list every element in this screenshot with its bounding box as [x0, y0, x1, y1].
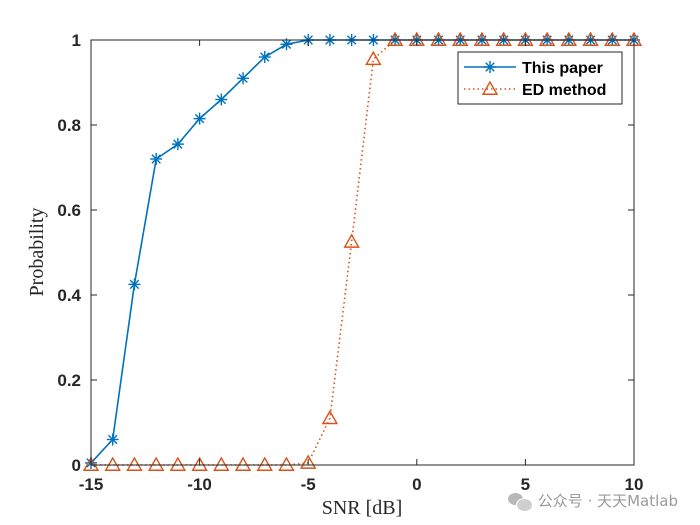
x-axis-title: SNR [dB]	[322, 497, 403, 519]
data-point-ed-method	[278, 456, 295, 471]
wechat-icon	[507, 491, 533, 512]
data-point-ed-method	[365, 50, 382, 66]
y-tick-label: 0.2	[57, 371, 81, 390]
data-point-ed-method	[191, 456, 208, 471]
legend: This paper ED method	[457, 51, 623, 105]
data-point-ed-method	[604, 31, 621, 46]
tick-labels: -15 -10 -5 0 5 10 0 0.2 0.4 0.6 0.8 1	[57, 31, 643, 494]
y-tick-label: 0.8	[57, 116, 81, 135]
data-point-ed-method	[452, 31, 469, 46]
data-point-this-paper	[237, 72, 250, 85]
x-tick-label: 0	[412, 475, 421, 494]
y-axis-title: Probability	[26, 208, 48, 297]
data-point-ed-method	[169, 456, 187, 471]
data-point-this-paper	[258, 51, 271, 63]
legend-box	[457, 51, 623, 105]
x-tick-label: 10	[625, 475, 644, 494]
plot-frame	[90, 39, 635, 466]
data-point-ed-method	[430, 31, 447, 46]
data-point-this-paper	[215, 93, 228, 106]
data-point-ed-method	[538, 31, 556, 46]
data-point-this-paper	[193, 112, 206, 125]
x-tick-label: 5	[521, 475, 530, 494]
data-point-this-paper	[150, 153, 163, 165]
legend-label-ed-method: ED method	[522, 82, 606, 99]
axes	[90, 39, 635, 466]
data-point-this-paper	[171, 138, 184, 151]
data-point-ed-method	[126, 456, 143, 471]
watermark: 公众号 · 天天Matlab	[507, 490, 678, 512]
x-tick-label: -15	[79, 475, 104, 494]
data-point-ed-method	[560, 31, 578, 46]
x-tick-label: -5	[301, 475, 316, 494]
data-point-ed-method	[343, 233, 360, 248]
data-point-ed-method	[495, 31, 512, 46]
data-point-this-paper	[106, 433, 119, 446]
data-point-ed-method	[213, 456, 230, 471]
data-point-ed-method	[473, 31, 491, 46]
data-point-ed-method	[386, 31, 404, 46]
data-point-ed-method	[104, 456, 121, 471]
data-point-ed-method	[82, 456, 100, 471]
data-point-ed-method	[299, 454, 317, 469]
y-tick-label: 1	[72, 31, 81, 50]
legend-marker-this-paper	[484, 61, 496, 73]
y-tick-label: 0.4	[57, 286, 81, 305]
watermark-text: 公众号 · 天天Matlab	[537, 492, 678, 510]
data-point-this-paper	[128, 278, 141, 291]
data-point-ed-method	[256, 456, 273, 471]
y-tick-label: 0	[72, 456, 81, 475]
plot-background	[91, 40, 634, 465]
legend-marker-ed-method	[481, 80, 499, 95]
data-point-ed-method	[234, 456, 252, 471]
x-tick-label: -10	[187, 475, 212, 494]
data-point-ed-method	[147, 456, 165, 471]
data-point-ed-method	[582, 31, 599, 46]
legend-label-this-paper: This paper	[522, 60, 603, 77]
data-point-ed-method	[321, 409, 339, 425]
y-tick-label: 0.6	[57, 201, 81, 220]
